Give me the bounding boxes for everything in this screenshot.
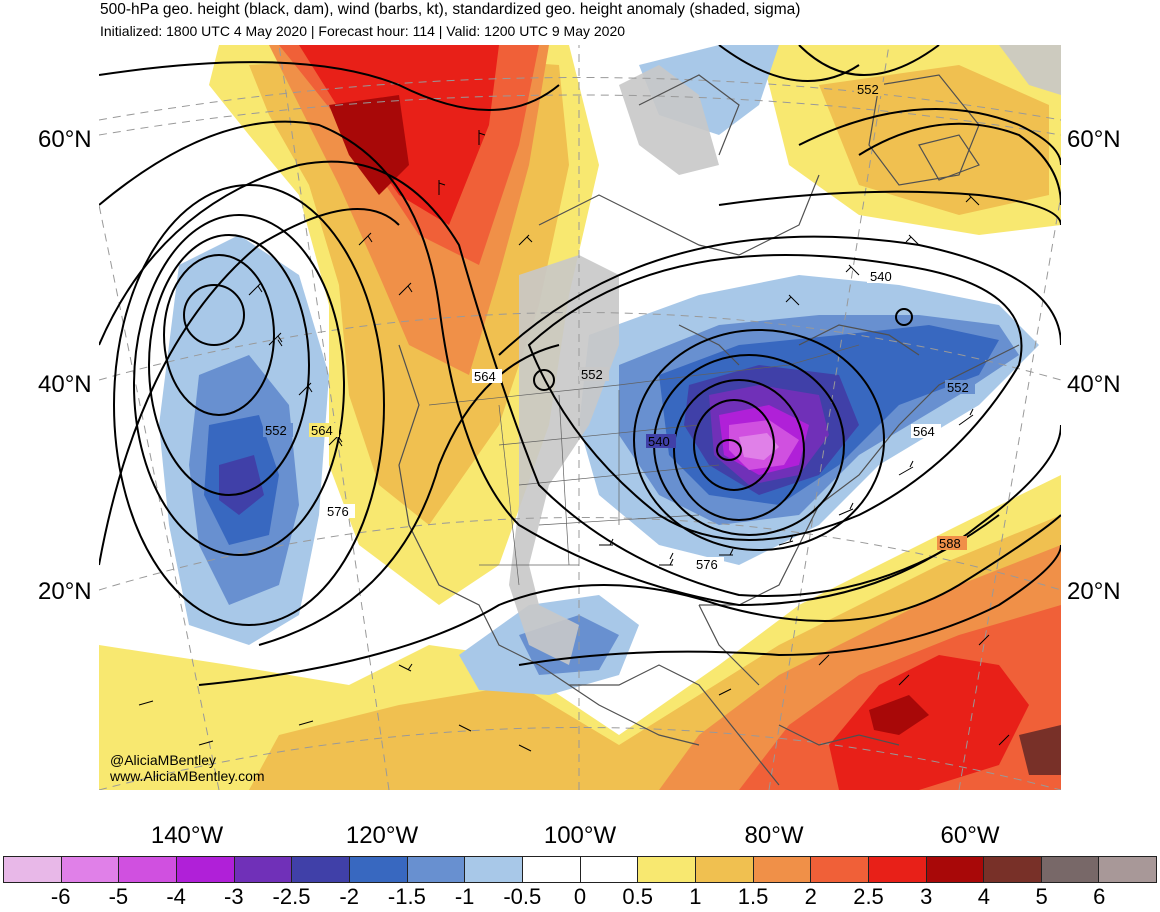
colorbar-label: -2	[339, 884, 359, 909]
anomaly-positive-caribbean-3	[829, 655, 1029, 790]
colorbar-box	[811, 857, 869, 882]
lat-label-20n-right: 20°N	[1067, 578, 1121, 605]
land-terrain-mask-canada	[619, 65, 719, 175]
lat-label-60n-right: 60°N	[1067, 126, 1121, 153]
colorbar-label: -0.5	[503, 884, 542, 909]
colorbar-box	[176, 857, 235, 882]
colorbar-box	[1041, 857, 1100, 882]
anomaly-positive-caribbean-4	[869, 695, 929, 735]
lon-label-100w: 100°W	[543, 822, 617, 849]
contour-labels: 552 540 564 552 552 540 552 564 552 564 …	[263, 82, 975, 572]
colorbar-box	[753, 857, 812, 882]
colorbar-label: 4	[977, 884, 991, 909]
anomaly-positive-caribbean-5	[1019, 725, 1061, 775]
colorbar-label: 0.5	[622, 884, 653, 909]
lat-label-20n-left: 20°N	[38, 578, 92, 605]
colorbar-box	[926, 857, 985, 882]
lat-label-60n-left: 60°N	[38, 126, 92, 153]
map-subtitle: Initialized: 1800 UTC 4 May 2020 | Forec…	[100, 23, 626, 39]
colorbar-label: 1	[689, 884, 702, 909]
colorbar-box	[4, 857, 62, 882]
contour-label: 564	[474, 369, 496, 384]
lon-label-60w: 60°W	[940, 822, 1000, 849]
anomaly-negative-pacific-2	[219, 455, 264, 515]
anomaly-positive-westcoast-4	[329, 95, 409, 195]
colorbar-box	[119, 857, 177, 882]
colorbar-label: 2.5	[853, 884, 884, 909]
colorbar-box	[868, 857, 927, 882]
colorbar-box	[465, 857, 523, 882]
contour-label: 540	[870, 269, 892, 284]
lat-label-40n-right: 40°N	[1067, 371, 1121, 398]
contour-label: 564	[913, 424, 935, 439]
land-terrain-mask	[509, 255, 619, 665]
colorbar-box	[349, 857, 408, 882]
colorbar-label: 5	[1035, 884, 1048, 909]
colorbar-label: -5	[108, 884, 129, 909]
contour-label: 564	[311, 423, 333, 438]
colorbar-label: -6	[50, 884, 71, 909]
weather-map: 552 540 564 552 552 540 552 564 552 564 …	[99, 45, 1061, 790]
lon-label-140w: 140°W	[150, 822, 224, 849]
contour-label: 576	[696, 557, 718, 572]
colorbar-box	[984, 857, 1042, 882]
colorbar-box	[61, 857, 120, 882]
graticule	[99, 45, 1061, 790]
lon-label-80w: 80°W	[744, 822, 804, 849]
contour-label: 552	[947, 380, 969, 395]
colorbar-box	[292, 857, 350, 882]
colorbar-box	[695, 857, 754, 882]
colorbar-label: 1.5	[737, 884, 769, 909]
colorbar-label: 0	[573, 884, 587, 909]
political-borders	[428, 344, 860, 586]
wind-barbs	[138, 130, 1010, 752]
colorbar-label: -4	[166, 884, 186, 909]
colorbar-box	[234, 857, 293, 882]
contour-label: 552	[581, 367, 603, 382]
credit-url: www.AliciaMBentley.com	[110, 768, 265, 784]
colorbar-label: 6	[1093, 884, 1106, 909]
lat-label-40n-left: 40°N	[38, 371, 92, 398]
colorbar-label: -1.5	[387, 884, 426, 909]
colorbar-box	[522, 857, 581, 882]
coastlines	[398, 74, 1020, 786]
colorbar-label: 2	[804, 884, 817, 909]
colorbar-box	[638, 857, 696, 882]
contour-label: 552	[265, 423, 287, 438]
land-terrain-mask-greenland	[999, 45, 1061, 95]
colorbar-box	[580, 857, 639, 882]
contour-label: 540	[648, 434, 670, 449]
colorbar-label: -1	[454, 884, 475, 909]
colorbar-label: 3	[920, 884, 933, 909]
colorbar-label: -3	[224, 884, 244, 909]
colorbar-label: -2.5	[272, 884, 311, 909]
contour-label: 552	[857, 82, 879, 97]
colorbar-box	[407, 857, 466, 882]
colorbar-box	[1099, 857, 1157, 882]
credit-handle: @AliciaMBentley	[110, 752, 217, 768]
contour-label: 576	[327, 504, 349, 519]
contour-label: 588	[939, 536, 961, 551]
lon-label-120w: 120°W	[345, 822, 419, 849]
anomaly-negative-east-5	[739, 433, 779, 460]
colorbar	[3, 856, 1157, 883]
map-title: 500-hPa geo. height (black, dam), wind (…	[100, 1, 801, 18]
